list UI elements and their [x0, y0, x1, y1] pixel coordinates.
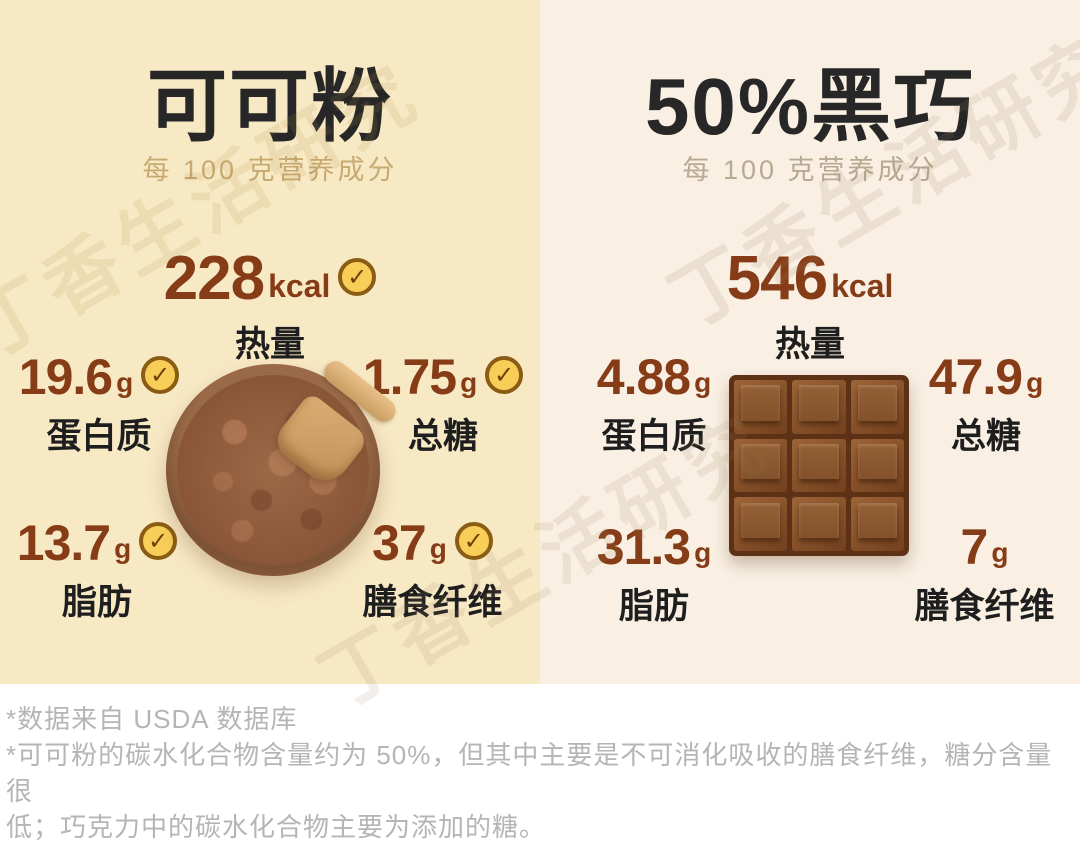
calories-value: 228	[163, 244, 265, 313]
stat-value-line: 7 g	[892, 522, 1077, 572]
stat-value: 47.9	[928, 349, 1023, 405]
calories-unit: kcal	[268, 267, 331, 304]
panel-cocoa-powder: 可可粉 每 100 克营养成分 228 kcal ✓ 热量 19.6 g ✓ 蛋…	[0, 0, 540, 684]
chocolate-chunk-top	[740, 444, 781, 480]
calories-label: 热量	[774, 325, 845, 364]
stat-unit: g	[1026, 367, 1044, 398]
stat-label: 总糖	[950, 417, 1021, 456]
stat-fiber-chocolate: 7 g 膳食纤维	[892, 522, 1077, 629]
chocolate-chunk-top	[799, 444, 839, 480]
calories-value-line: 546 kcal	[540, 248, 1080, 310]
footnote-area: *数据来自 USDA 数据库 *可可粉的碳水化合物含量约为 50%，但其中主要是…	[0, 684, 1080, 842]
stat-value: 19.6	[18, 349, 113, 405]
panel-subtitle-cocoa: 每 100 克营养成分	[142, 155, 398, 185]
stat-value-line: 37 g ✓	[330, 518, 535, 568]
chocolate-chunk	[792, 380, 846, 434]
chocolate-chunk	[734, 497, 788, 551]
check-circle-icon: ✓	[139, 522, 178, 560]
calories-value-line: 228 kcal ✓	[0, 248, 540, 310]
chocolate-chunk-top	[740, 385, 781, 421]
stat-unit: g	[460, 367, 478, 398]
stat-value-line: 19.6 g ✓	[6, 352, 192, 402]
chocolate-bar-image	[729, 375, 909, 556]
stat-unit: g	[991, 537, 1009, 568]
chocolate-chunk	[792, 497, 846, 551]
stat-value-line: 13.7 g ✓	[4, 518, 190, 568]
calories-unit: kcal	[831, 267, 894, 304]
chocolate-chunk	[850, 380, 904, 434]
chocolate-chunk-top	[799, 385, 839, 421]
chocolate-chunk-top	[857, 502, 898, 539]
cocoa-bowl-image	[166, 356, 401, 576]
chocolate-chunk	[734, 438, 788, 493]
chocolate-chunk	[850, 497, 904, 551]
footnote-line-source: *数据来自 USDA 数据库	[6, 704, 298, 734]
chocolate-chunk	[792, 438, 846, 493]
calories-block-chocolate: 546 kcal 热量	[540, 248, 1080, 367]
stat-label: 脂肪	[61, 583, 132, 622]
stat-label: 总糖	[407, 417, 478, 456]
stat-protein-cocoa: 19.6 g ✓ 蛋白质	[6, 352, 192, 459]
stat-fiber-cocoa: 37 g ✓ 膳食纤维	[330, 518, 535, 625]
footnote-line-carbs-2: 低；巧克力中的碳水化合物主要为添加的糖。	[6, 812, 547, 842]
chocolate-chunk	[734, 380, 788, 434]
stat-value: 4.88	[596, 349, 691, 405]
stat-label: 蛋白质	[601, 417, 707, 456]
stat-protein-chocolate: 4.88 g 蛋白质	[558, 352, 750, 459]
footnote-line-carbs-1: *可可粉的碳水化合物含量约为 50%，但其中主要是不可消化吸收的膳食纤维，糖分含…	[6, 740, 1053, 806]
calories-label: 热量	[234, 325, 305, 364]
stat-unit: g	[429, 533, 447, 564]
stat-sugar-chocolate: 47.9 g 总糖	[900, 352, 1072, 459]
chocolate-chunk-top	[740, 502, 781, 539]
stat-label: 脂肪	[618, 587, 689, 626]
chocolate-chunk-top	[857, 385, 898, 421]
check-circle-icon: ✓	[454, 522, 493, 560]
stat-label: 膳食纤维	[362, 583, 503, 622]
chocolate-chunk-top	[857, 444, 898, 480]
stat-fat-chocolate: 31.3 g 脂肪	[558, 522, 750, 629]
stat-label: 膳食纤维	[914, 587, 1055, 626]
panel-subtitle-chocolate: 每 100 克营养成分	[682, 155, 938, 185]
chocolate-chunk	[850, 438, 904, 493]
stat-value: 7	[960, 519, 989, 575]
check-circle-icon: ✓	[338, 258, 377, 296]
panel-title-cocoa: 可可粉	[147, 62, 393, 151]
panel-title-chocolate: 50%黑巧	[644, 62, 976, 151]
stat-fat-cocoa: 13.7 g ✓ 脂肪	[4, 518, 190, 625]
chocolate-chunk-top	[799, 502, 839, 539]
stat-unit: g	[114, 533, 132, 564]
stat-value-line: 4.88 g	[558, 352, 750, 402]
stat-value-line: 47.9 g	[900, 352, 1072, 402]
stat-value-line: 31.3 g	[558, 522, 750, 572]
panel-dark-chocolate: 50%黑巧 每 100 克营养成分 546 kcal 热量 4.88 g 蛋白质…	[540, 0, 1080, 684]
stat-value: 13.7	[16, 515, 111, 571]
stat-value: 31.3	[596, 519, 691, 575]
stat-unit: g	[694, 537, 712, 568]
calories-block-cocoa: 228 kcal ✓ 热量	[0, 248, 540, 367]
check-circle-icon: ✓	[485, 356, 524, 394]
check-circle-icon: ✓	[141, 356, 180, 394]
calories-value: 546	[726, 244, 828, 313]
stat-unit: g	[694, 367, 712, 398]
stat-unit: g	[116, 367, 134, 398]
stat-value: 37	[372, 515, 427, 571]
stat-label: 蛋白质	[46, 417, 152, 456]
